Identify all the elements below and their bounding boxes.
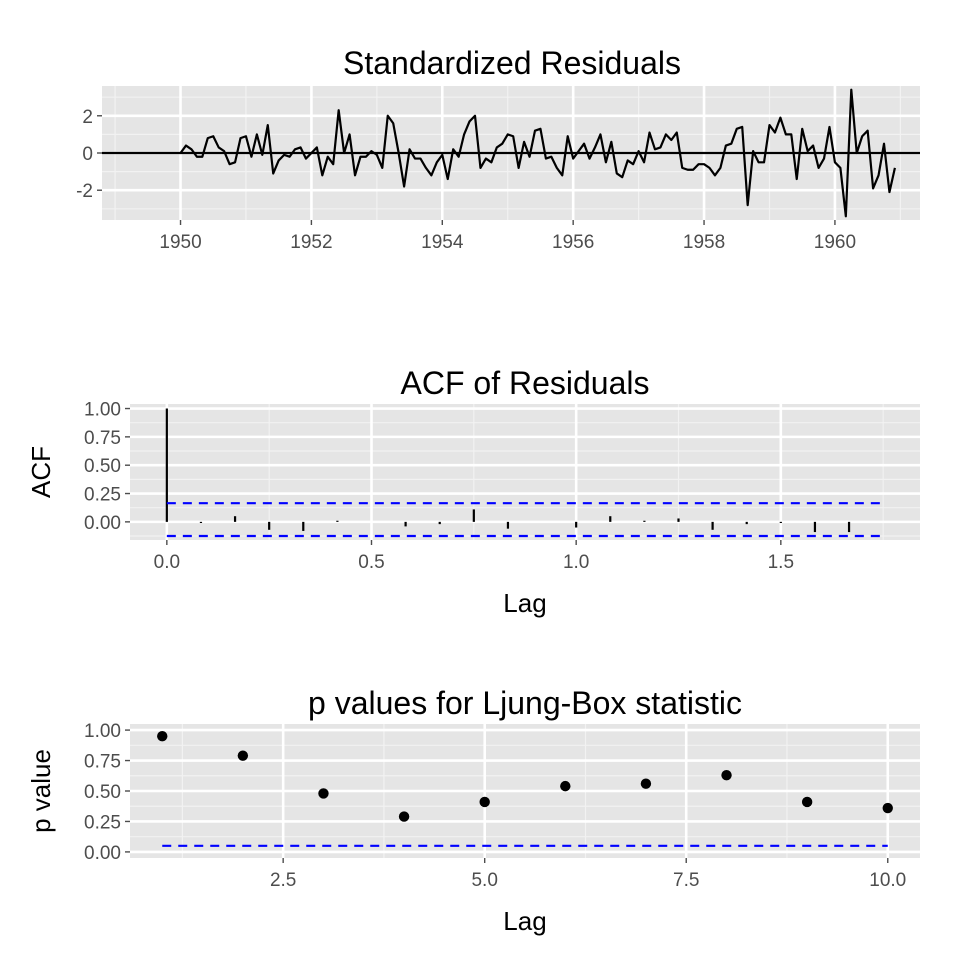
ljung-box-y-tick-label: 0.00: [84, 843, 121, 864]
residuals-y-tick-label: 0: [82, 144, 93, 165]
ljung-box-title: p values for Ljung-Box statistic: [308, 685, 742, 721]
ljung-box-ticks: 2.5 5.0 7.5 10.0 0.00 0.25 0.50 0.75 1.00: [84, 721, 906, 891]
residuals-x-tick-label: 1960: [814, 232, 856, 253]
ljung-box-point: [801, 796, 813, 808]
residuals-marks: [102, 88, 920, 218]
acf-marks: [165, 408, 884, 538]
acf-x-tick-label: 1.5: [768, 552, 794, 573]
acf-y-tick-label: 0.75: [84, 428, 121, 449]
ljung-box-x-tick-label: 5.0: [471, 870, 497, 891]
acf-xlabel: Lag: [503, 588, 546, 618]
ljung-box-y-tick-label: 1.00: [84, 721, 121, 742]
ljung-box-y-tick-label: 0.25: [84, 812, 121, 833]
ljung-box-point: [479, 796, 490, 808]
ljung-box-x-tick-label: 10.0: [869, 870, 906, 891]
ljung-box-point: [882, 802, 893, 814]
ljung-box-xlabel: Lag: [503, 906, 546, 936]
acf-y-tick-label: 0.50: [84, 456, 121, 477]
acf-ylabel: ACF: [26, 446, 56, 498]
residuals-y-tick-label: 2: [82, 107, 93, 128]
residuals-y-tick-label: -2: [76, 181, 93, 202]
ljung-box-point: [157, 730, 168, 742]
acf-y-tick-label: 0.00: [84, 513, 121, 534]
ljung-box-point: [721, 769, 732, 781]
residuals-x-tick-label: 1958: [683, 232, 725, 253]
acf-ticks: 0.0 0.5 1.0 1.5 0.00 0.25 0.50 0.75 1.00: [84, 400, 794, 573]
acf-x-tick-label: 0.5: [358, 552, 384, 573]
ljung-box-point: [318, 788, 329, 799]
residuals-x-tick-label: 1950: [159, 232, 201, 253]
residuals-x-tick-label: 1956: [552, 232, 594, 253]
ljung-box-ylabel: p value: [26, 749, 56, 833]
residuals-title: Standardized Residuals: [343, 45, 681, 81]
ljung-box-x-tick-label: 7.5: [673, 870, 699, 891]
ljung-box-point: [560, 780, 571, 792]
acf-y-tick-label: 0.25: [84, 485, 121, 506]
ljung-box-point: [640, 778, 652, 789]
acf-title: ACF of Residuals: [401, 365, 650, 401]
ljung-box-point: [398, 811, 410, 822]
ljung-box-x-tick-label: 2.5: [270, 870, 296, 891]
ljung-box-grid: [130, 724, 920, 858]
acf-x-tick-label: 0.0: [154, 552, 180, 573]
acf-x-tick-label: 1.0: [563, 552, 589, 573]
ljung-box-marks: [157, 730, 893, 847]
residuals-series-line: [179, 88, 896, 218]
acf-chart: ACF of Residuals 0.0 0.5 1.0 1.5 0.00 0.25 0.5…: [26, 365, 920, 618]
residuals-ticks: 1950 1952 1954 1956 1958 1960 -2 0 2: [76, 107, 856, 253]
residuals-chart: Standardized Residuals 1950 1952 1954 1956 1…: [76, 45, 920, 253]
ljung-box-y-tick-label: 0.75: [84, 752, 121, 773]
ljung-box-point: [237, 750, 249, 761]
acf-y-tick-label: 1.00: [84, 400, 121, 421]
ljung-box-chart: p values for Ljung-Box statistic 2.5 5.0 7…: [26, 685, 920, 936]
ljung-box-y-tick-label: 0.50: [84, 782, 121, 803]
acf-panel: [130, 404, 920, 540]
residuals-x-tick-label: 1954: [421, 232, 464, 253]
residuals-x-tick-label: 1952: [290, 232, 332, 253]
